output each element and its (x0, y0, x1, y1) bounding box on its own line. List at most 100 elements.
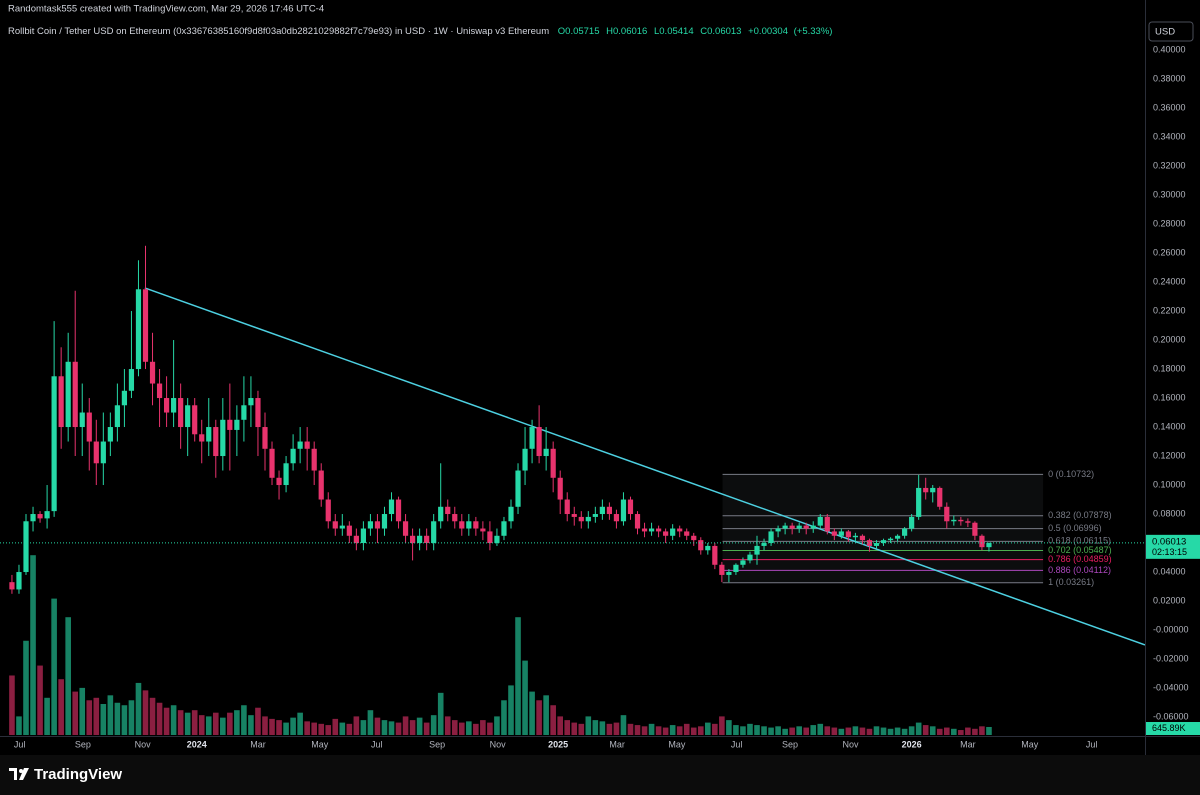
volume-bar (332, 718, 339, 735)
candle-body (571, 514, 577, 517)
candle-body (733, 564, 739, 573)
volume-bar (958, 730, 964, 735)
volume-bar (423, 722, 430, 735)
volume-bar (768, 727, 774, 735)
candle-body (283, 463, 289, 486)
volume-bar (908, 726, 915, 735)
y-tick-label: 0.20000 (1153, 334, 1186, 344)
candle-body (824, 516, 830, 532)
candle-body (859, 535, 866, 541)
candle-body (339, 525, 345, 529)
candle-body (185, 405, 191, 428)
candle-body (466, 521, 472, 529)
x-tick-label: Sep (429, 739, 445, 749)
candle-body (332, 521, 338, 529)
volume-bar (508, 685, 514, 735)
candle-body (206, 427, 212, 442)
volume-bar (241, 705, 247, 735)
volume-bar (100, 704, 107, 735)
candle-body (634, 514, 641, 529)
candle-body (494, 535, 500, 544)
y-tick-label: 0.36000 (1153, 102, 1186, 112)
volume-bar (65, 617, 71, 735)
candle-body (613, 514, 620, 522)
volume-bar (248, 715, 254, 735)
author-line: Randomtask555 created with TradingView.c… (8, 4, 324, 15)
volume-bar (979, 726, 985, 735)
volume-bar (683, 723, 690, 735)
candle-body (51, 376, 57, 512)
volume-bar (719, 716, 725, 735)
candle-body (100, 441, 106, 464)
candle-body (944, 506, 950, 522)
volume-bar (733, 725, 739, 735)
currency-button-frame[interactable] (1148, 21, 1194, 42)
x-tick-label: Jul (1086, 739, 1098, 749)
volume-bar (796, 726, 802, 735)
volume-bar (585, 716, 592, 735)
volume-bar (845, 727, 852, 735)
volume-bar (220, 717, 226, 735)
candle-body (234, 419, 240, 430)
candle-body (220, 419, 226, 457)
candle-body (916, 487, 922, 517)
volume-bar (51, 598, 57, 735)
candle-body (192, 405, 198, 435)
volume-bar (346, 723, 353, 735)
fib-level-label: 0.702 (0.05487) (1048, 545, 1112, 555)
candle-body (768, 531, 774, 544)
candle-body (909, 516, 915, 529)
candle-body (585, 516, 591, 522)
volume-bar (494, 716, 500, 735)
candle-body (445, 506, 451, 515)
volume-bar (163, 707, 170, 735)
candle-body (304, 441, 310, 449)
candle-body (473, 521, 479, 529)
volume-bar (592, 720, 599, 735)
candle-body (937, 487, 943, 507)
volume-bar (866, 728, 873, 735)
volume-bar (578, 723, 585, 735)
candle-body (873, 543, 880, 546)
candle-body (417, 535, 423, 544)
volume-bar (613, 722, 620, 735)
volume-bar (177, 710, 184, 735)
plot-area: 0 (0.10732) 0.382 (0.07878) 0.5 (0.06996) 0… (0, 245, 1145, 735)
volume-bar (852, 726, 859, 735)
volume-bar (437, 692, 444, 735)
x-tick-label: Sep (782, 739, 798, 749)
candle-body (213, 427, 219, 457)
candle-body (691, 535, 697, 541)
currency-button-label[interactable]: USD (1155, 27, 1175, 38)
volume-bar (915, 722, 922, 735)
y-tick-label: 0.24000 (1153, 276, 1186, 286)
y-tick-label: 0.02000 (1153, 595, 1186, 605)
candle-body (866, 540, 873, 546)
y-tick-label: 0.14000 (1153, 421, 1186, 431)
last-price-badge (1146, 534, 1200, 559)
volume-bar (107, 695, 114, 735)
candle-body (592, 514, 598, 517)
volume-bar (712, 723, 718, 735)
volume-bar (951, 728, 957, 735)
x-tick-label: Mar (250, 739, 266, 749)
volume-bar (388, 721, 395, 735)
volume-bar (697, 726, 704, 735)
volume-bar (480, 720, 486, 735)
candle-body (402, 521, 409, 536)
candle-body (887, 538, 894, 541)
fib-level-label: 0 (0.10732) (1048, 469, 1094, 479)
legend-change-pct: (+5.33%) (794, 26, 833, 37)
y-tick-label: 0.04000 (1153, 566, 1186, 576)
candle-body (30, 514, 36, 522)
last-volume-label: 645.89K (1152, 723, 1186, 733)
volume-bar (290, 717, 296, 735)
y-tick-label: -0.04000 (1153, 682, 1189, 692)
candle-body (353, 535, 359, 544)
volume-bar (789, 727, 795, 735)
y-tick-label: 0.26000 (1153, 247, 1186, 257)
currency-button[interactable]: USD (1148, 21, 1194, 42)
x-tick-label: Jul (371, 739, 383, 749)
candle-body (156, 383, 163, 399)
candle-body (311, 448, 317, 471)
